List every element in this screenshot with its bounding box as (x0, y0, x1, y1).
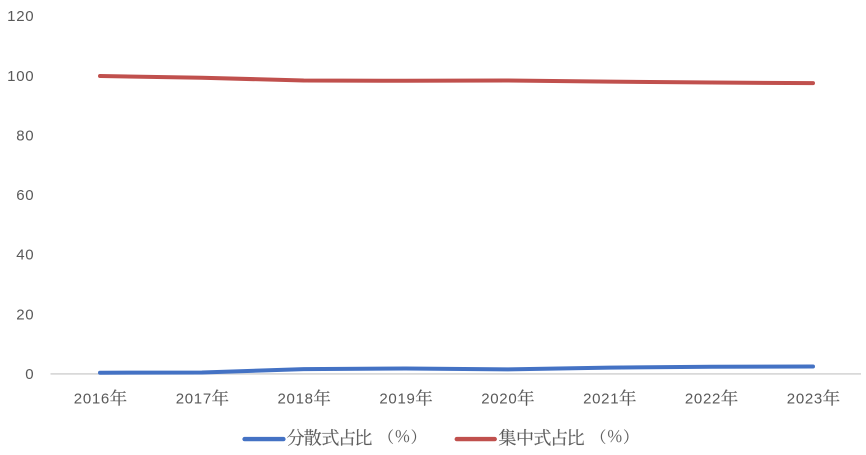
svg-text:100: 100 (7, 68, 34, 85)
svg-text:2016: 2016 (74, 390, 110, 407)
svg-text:40: 40 (16, 247, 34, 264)
svg-text:2021: 2021 (583, 390, 619, 407)
svg-text:2019: 2019 (379, 390, 415, 407)
svg-text:2018: 2018 (278, 390, 314, 407)
svg-text:2020: 2020 (481, 390, 517, 407)
svg-text:2023: 2023 (787, 390, 823, 407)
svg-text:120: 120 (7, 8, 34, 25)
svg-text:60: 60 (16, 187, 34, 204)
svg-text:0: 0 (25, 366, 34, 383)
svg-text:2022: 2022 (685, 390, 721, 407)
svg-text:2017: 2017 (176, 390, 212, 407)
svg-text:20: 20 (16, 306, 34, 323)
svg-text:80: 80 (16, 127, 34, 144)
